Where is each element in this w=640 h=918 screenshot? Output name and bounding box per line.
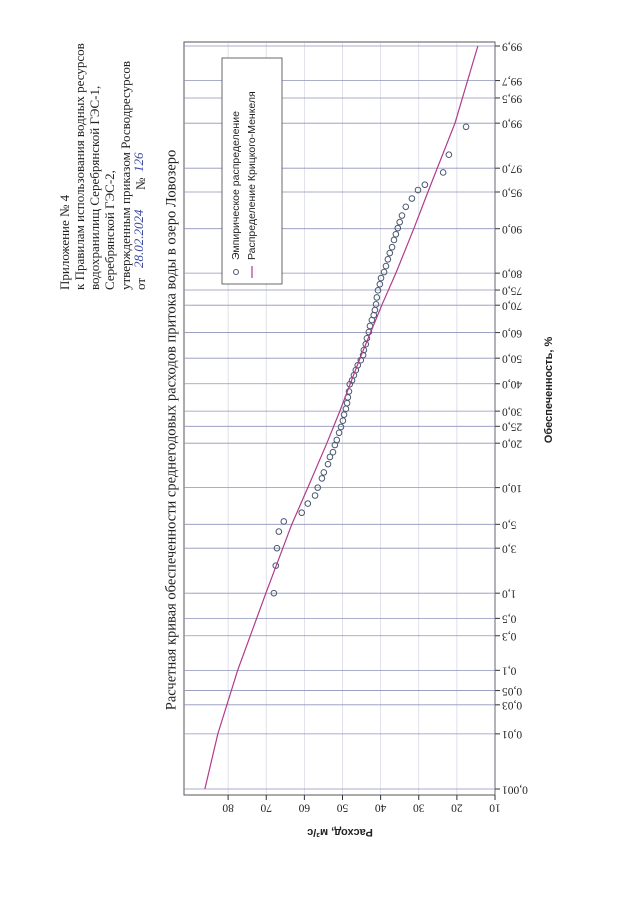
empirical-point xyxy=(329,448,337,456)
x-tick-label: 99,5 xyxy=(502,92,522,104)
empirical-point xyxy=(354,361,362,369)
y-tick-label: 60 xyxy=(298,801,310,813)
empirical-point xyxy=(392,230,400,238)
empirical-point xyxy=(324,460,332,468)
empirical-point xyxy=(273,544,281,552)
legend-box xyxy=(221,57,283,285)
empirical-point xyxy=(333,436,341,444)
distribution-curve xyxy=(204,45,479,790)
empirical-point xyxy=(386,249,394,257)
x-tick-label: 50,0 xyxy=(502,353,522,365)
x-tick-label: 1,0 xyxy=(502,588,517,600)
x-tick-label: 60,0 xyxy=(502,327,522,339)
legend-label: Распределение Крицкого-Менкеля xyxy=(246,91,258,260)
header-line: к Правилам использования водных ресурсов xyxy=(72,43,87,290)
empirical-point xyxy=(335,429,343,437)
x-tick-label: 40,0 xyxy=(502,378,522,390)
empirical-point xyxy=(376,280,384,288)
header-line: утвержденным приказом Росводресурсов xyxy=(118,61,133,290)
empirical-point xyxy=(390,236,398,244)
empirical-point xyxy=(311,492,319,499)
x-tick-label: 0,5 xyxy=(502,613,517,625)
x-tick-label: 5,0 xyxy=(502,519,517,531)
x-tick-label: 80,0 xyxy=(502,268,522,280)
x-tick-label: 0,1 xyxy=(502,665,517,677)
x-axis-title: Обеспеченность, % xyxy=(543,337,555,444)
header-line: водохранилищ Серебрянской ГЭС-1, xyxy=(87,86,102,290)
header: Приложение № 4 к Правилам использования … xyxy=(57,43,148,290)
x-tick-label: 0,01 xyxy=(502,728,522,740)
empirical-point xyxy=(340,411,348,418)
empirical-point xyxy=(298,509,306,517)
empirical-point xyxy=(402,203,410,211)
empirical-point xyxy=(320,469,328,476)
empirical-point xyxy=(372,301,380,308)
empirical-point xyxy=(337,423,345,431)
x-tick-label: 0,05 xyxy=(502,685,522,697)
y-tick-label: 50 xyxy=(337,801,349,813)
empirical-point xyxy=(388,243,396,251)
chart-title: Расчетная кривая обеспеченности среднего… xyxy=(163,150,179,711)
x-tick-label: 97,0 xyxy=(502,163,522,175)
order-no-sign: № xyxy=(133,178,148,190)
empirical-point xyxy=(408,195,416,202)
empirical-point xyxy=(275,528,283,535)
order-date: 28.02.2024 xyxy=(131,209,146,268)
empirical-point xyxy=(280,518,288,525)
x-tick-label: 3,0 xyxy=(502,543,517,555)
empirical-point xyxy=(462,123,470,131)
empirical-point xyxy=(326,453,334,461)
x-tick-label: 0,3 xyxy=(502,630,517,642)
empirical-point xyxy=(365,328,373,336)
plot-frame xyxy=(183,41,496,796)
empirical-point xyxy=(360,346,368,354)
x-tick-label: 0,001 xyxy=(502,783,528,795)
order-prefix: от xyxy=(133,278,148,290)
x-tick-label: 70,0 xyxy=(502,300,522,312)
empirical-point xyxy=(362,340,370,348)
empirical-point xyxy=(380,268,388,276)
x-tick-label: 0,03 xyxy=(502,699,522,711)
y-tick-label: 10 xyxy=(489,801,501,813)
header-line: Серебрянской ГЭС-2, xyxy=(102,170,117,290)
empirical-point xyxy=(394,224,402,232)
legend-marker xyxy=(233,269,239,275)
header-line: Приложение № 4 xyxy=(57,194,72,290)
x-tick-label: 99,9 xyxy=(502,40,522,52)
x-tick-label: 20,0 xyxy=(502,438,522,450)
y-tick-label: 80 xyxy=(222,801,234,813)
x-tick-label: 75,0 xyxy=(502,284,522,296)
order-no: 126 xyxy=(131,152,146,172)
y-tick-label: 70 xyxy=(260,801,272,813)
x-tick-label: 10,0 xyxy=(502,482,522,494)
empirical-point xyxy=(445,151,453,159)
empirical-point xyxy=(339,417,347,424)
x-tick-label: 99,0 xyxy=(502,118,522,130)
x-tick-label: 99,7 xyxy=(502,75,522,87)
empirical-point xyxy=(377,274,385,282)
x-tick-label: 90,0 xyxy=(502,223,522,235)
y-axis-title: Расход, м³/с xyxy=(307,826,373,838)
empirical-point xyxy=(373,294,381,301)
empirical-point xyxy=(374,287,382,294)
x-tick-label: 25,0 xyxy=(502,421,522,433)
empirical-point xyxy=(382,262,390,270)
empirical-point xyxy=(396,218,403,226)
legend-label: Эмпирическое распределение xyxy=(230,111,242,260)
x-tick-label: 30,0 xyxy=(502,406,522,418)
empirical-point xyxy=(384,256,392,263)
empirical-point xyxy=(398,212,406,219)
x-tick-label: 95,0 xyxy=(502,186,522,198)
y-tick-label: 20 xyxy=(451,801,463,813)
empirical-point xyxy=(314,484,322,491)
empirical-point xyxy=(421,181,429,189)
empirical-point xyxy=(304,500,312,507)
empirical-point xyxy=(318,475,326,482)
empirical-point xyxy=(270,589,278,597)
empirical-point xyxy=(414,186,422,194)
empirical-point xyxy=(439,169,447,176)
y-tick-label: 40 xyxy=(375,801,387,813)
y-tick-label: 30 xyxy=(413,801,425,813)
